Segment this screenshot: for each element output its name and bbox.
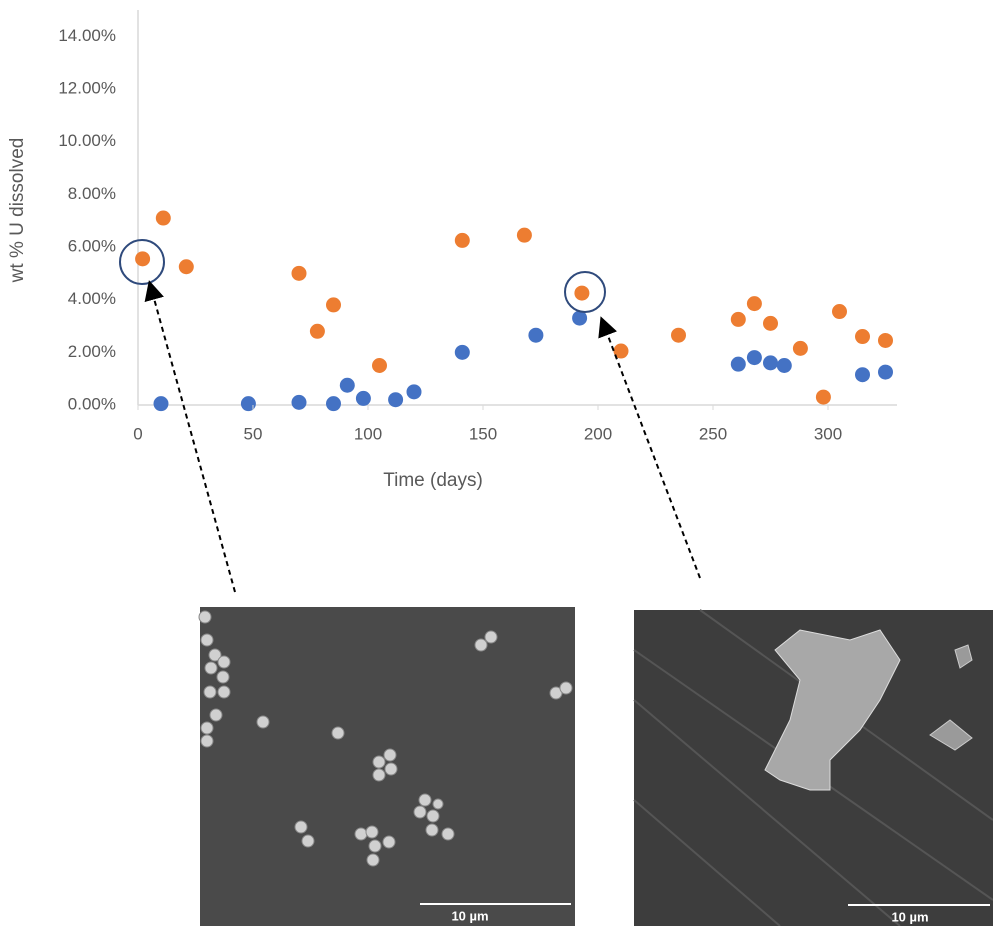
data-point (517, 228, 532, 243)
x-axis-title: Time (days) (383, 470, 483, 491)
sem-image: 10 µm (634, 610, 993, 926)
arrow (602, 320, 700, 578)
sem-image: 10 µm (199, 607, 575, 926)
data-point (407, 384, 422, 399)
data-point (372, 358, 387, 373)
y-tick-label: 0.00% (68, 394, 116, 413)
data-point (731, 312, 746, 327)
data-point (763, 355, 778, 370)
data-point (292, 395, 307, 410)
data-point (763, 316, 778, 331)
data-point (878, 333, 893, 348)
x-tick-label: 100 (354, 424, 382, 443)
x-tick-label: 300 (814, 424, 842, 443)
data-point (747, 296, 762, 311)
data-point (878, 365, 893, 380)
y-tick-label: 10.00% (58, 131, 116, 150)
x-tick-label: 200 (584, 424, 612, 443)
scale-label: 10 µm (891, 909, 928, 924)
y-tick-label: 14.00% (58, 26, 116, 45)
data-point (528, 328, 543, 343)
data-point (135, 251, 150, 266)
data-point (855, 329, 870, 344)
data-point (154, 396, 169, 411)
x-tick-label: 150 (469, 424, 497, 443)
data-point (816, 390, 831, 405)
scale-label: 10 µm (451, 908, 488, 923)
arrow (150, 284, 235, 592)
data-point (326, 396, 341, 411)
data-point (326, 297, 341, 312)
data-point (777, 358, 792, 373)
x-tick-label: 250 (699, 424, 727, 443)
data-point (356, 391, 371, 406)
y-tick-label: 2.00% (68, 342, 116, 361)
data-point (292, 266, 307, 281)
x-tick-label: 50 (244, 424, 263, 443)
data-point (855, 367, 870, 382)
figure: Time (days) wt % U dissolved 10 µm 10 µm… (0, 0, 993, 926)
data-point (832, 304, 847, 319)
data-point (340, 378, 355, 393)
y-axis-title: wt % U dissolved (7, 138, 28, 284)
y-tick-label: 4.00% (68, 289, 116, 308)
data-point (574, 286, 589, 301)
data-point (455, 345, 470, 360)
data-point (310, 324, 325, 339)
data-point (388, 392, 403, 407)
y-tick-label: 6.00% (68, 236, 116, 255)
y-tick-label: 12.00% (58, 78, 116, 97)
y-tick-label: 8.00% (68, 184, 116, 203)
data-point (179, 259, 194, 274)
data-point (731, 357, 746, 372)
data-point (747, 350, 762, 365)
data-point (671, 328, 686, 343)
data-point (156, 211, 171, 226)
data-point (455, 233, 470, 248)
data-point (241, 396, 256, 411)
data-point (793, 341, 808, 356)
x-tick-label: 0 (133, 424, 142, 443)
